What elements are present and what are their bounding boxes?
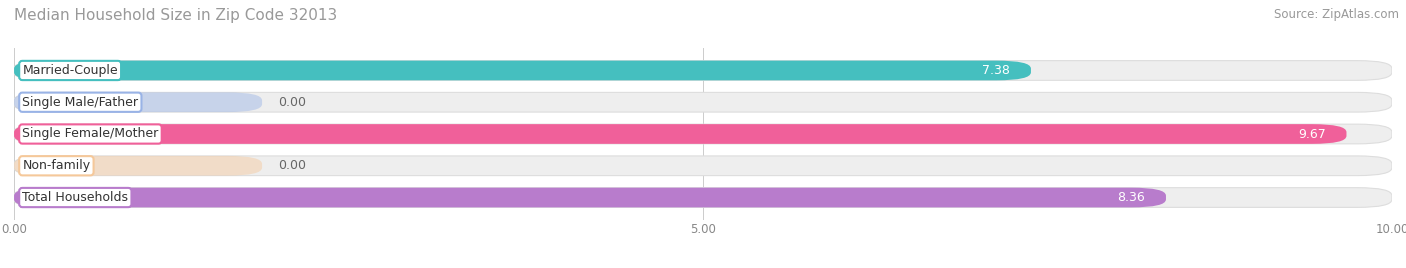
Text: 0.00: 0.00 [278, 159, 307, 172]
FancyBboxPatch shape [14, 124, 1347, 144]
Text: Non-family: Non-family [22, 159, 90, 172]
Text: Source: ZipAtlas.com: Source: ZipAtlas.com [1274, 8, 1399, 21]
Text: Married-Couple: Married-Couple [22, 64, 118, 77]
Text: 9.67: 9.67 [1298, 128, 1326, 140]
Text: 0.00: 0.00 [278, 96, 307, 109]
FancyBboxPatch shape [14, 61, 1031, 80]
FancyBboxPatch shape [14, 156, 262, 176]
Text: Single Male/Father: Single Male/Father [22, 96, 138, 109]
FancyBboxPatch shape [14, 124, 1392, 144]
FancyBboxPatch shape [14, 188, 1392, 207]
Text: 8.36: 8.36 [1118, 191, 1146, 204]
Text: Total Households: Total Households [22, 191, 128, 204]
FancyBboxPatch shape [14, 92, 262, 112]
FancyBboxPatch shape [14, 156, 1392, 176]
FancyBboxPatch shape [14, 188, 1166, 207]
Text: Single Female/Mother: Single Female/Mother [22, 128, 159, 140]
FancyBboxPatch shape [14, 92, 1392, 112]
FancyBboxPatch shape [14, 61, 1392, 80]
Text: Median Household Size in Zip Code 32013: Median Household Size in Zip Code 32013 [14, 8, 337, 23]
Text: 7.38: 7.38 [983, 64, 1011, 77]
